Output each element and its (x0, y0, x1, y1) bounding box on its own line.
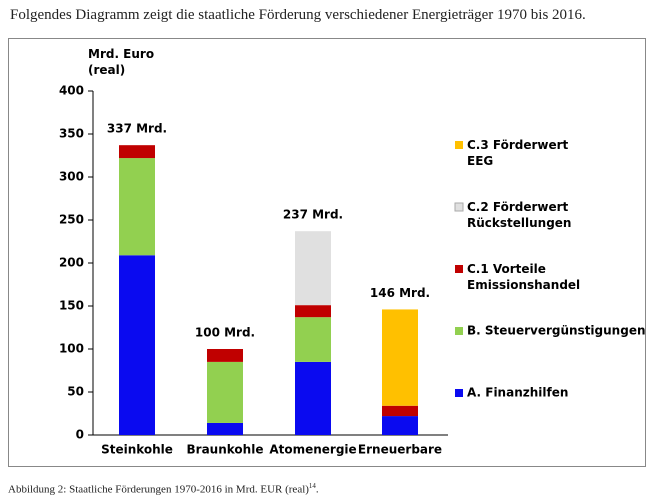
heading: Folgendes Diagramm zeigt die staatliche … (10, 7, 586, 23)
caption-text: Abbildung 2: Staatliche Förderungen 1970… (8, 483, 309, 496)
bar-segment (382, 416, 418, 435)
bar-total-label: 100 Mrd. (195, 326, 255, 340)
bar-segment (382, 405, 418, 417)
bar-segment (207, 422, 243, 435)
x-tick-label: Erneuerbare (358, 443, 442, 457)
bar-segment (119, 145, 155, 159)
x-tick-label: Atomenergie (269, 443, 356, 457)
bar-segment (295, 361, 331, 435)
bar-segment (119, 255, 155, 435)
bar-segment (295, 317, 331, 362)
bar-segment (295, 231, 331, 306)
y-tick-label: 50 (67, 385, 84, 399)
y-tick-label: 200 (59, 256, 84, 270)
x-tick-label: Steinkohle (101, 443, 173, 457)
chart: Mrd. Euro (real) 0 50 100 150 200 250 300 350 40… (8, 38, 646, 467)
y-tick-label: 350 (59, 127, 84, 141)
y-tick-label: 0 (76, 428, 84, 442)
caption: Abbildung 2: Staatliche Förderungen 1970… (8, 482, 319, 496)
legend-label: B. Steuervergünstigungen (467, 324, 646, 338)
bar-segment (382, 309, 418, 406)
legend-swatch (455, 141, 463, 149)
legend-label: C.2 Förderwert Rückstellungen (467, 200, 572, 230)
y-axis-title: Mrd. Euro (real) (88, 47, 158, 77)
y-tick-label: 300 (59, 170, 84, 184)
legend-swatch (455, 265, 463, 273)
legend-label: C.1 Vorteile Emissionshandel (467, 262, 580, 292)
legend-label: C.3 Förderwert EEG (467, 138, 572, 168)
bar-segment (207, 361, 243, 423)
legend-swatch (454, 202, 464, 212)
legend-swatch (455, 389, 463, 397)
bar-segment (207, 349, 243, 362)
y-tick-label: 150 (59, 299, 84, 313)
bar-total-label: 146 Mrd. (370, 286, 430, 300)
caption-end: . (315, 483, 319, 496)
footnote: 14 (308, 482, 316, 490)
bar-segment (119, 158, 155, 256)
legend-label: A. Finanzhilfen (467, 386, 568, 400)
legend-swatch (455, 327, 463, 335)
bar-total-label: 337 Mrd. (107, 122, 167, 136)
frame (8, 38, 646, 467)
y-tick-label: 100 (59, 342, 84, 356)
y-tick-label: 400 (59, 84, 84, 98)
x-tick-label: Braunkohle (187, 443, 264, 457)
y-tick-label: 250 (59, 213, 84, 227)
bar-total-label: 237 Mrd. (283, 208, 343, 222)
bar-segment (295, 305, 331, 318)
